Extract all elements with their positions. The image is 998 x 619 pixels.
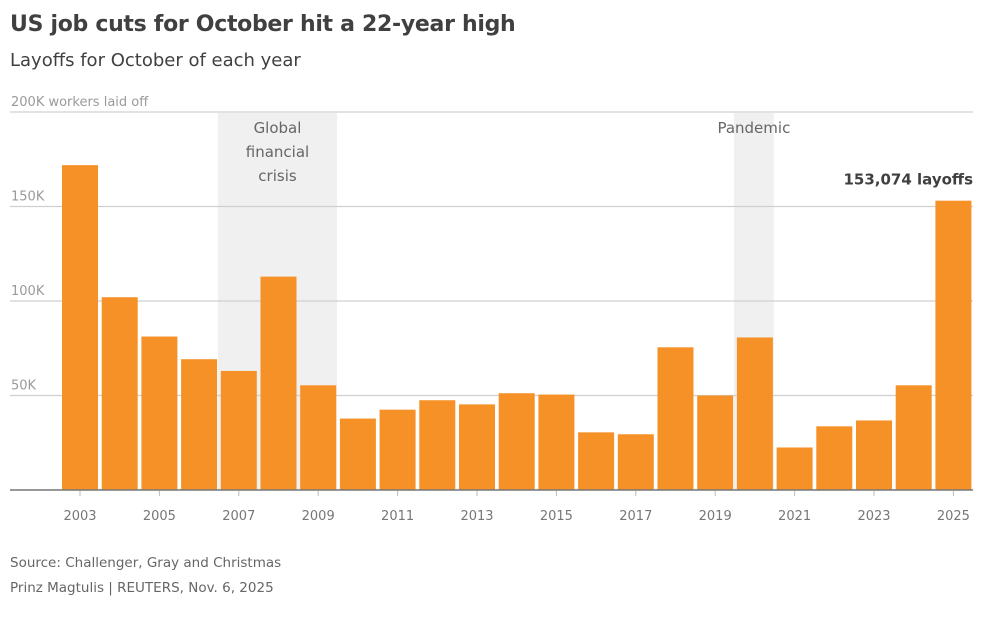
y-tick-label: 150K	[11, 190, 45, 205]
bar-2014	[498, 393, 535, 490]
shaded-period-label: financial	[246, 143, 309, 161]
bar-2008	[260, 276, 297, 490]
source-note: Source: Challenger, Gray and Christmas	[10, 555, 282, 571]
credit-line: Prinz Magtulis | REUTERS, Nov. 6, 2025	[10, 580, 274, 596]
bar-2025	[935, 200, 972, 491]
x-tick-label: 2015	[540, 509, 573, 524]
bar-2006	[181, 359, 218, 490]
bar-2016	[578, 432, 615, 490]
x-tick-label: 2021	[778, 509, 811, 524]
bar-2007	[220, 370, 257, 490]
bar-2013	[459, 404, 495, 490]
bar-2022	[816, 426, 853, 490]
bar-2005	[141, 336, 178, 490]
bar-2019	[697, 395, 734, 490]
x-tick-label: 2023	[857, 509, 890, 524]
y-tick-label: 50K	[11, 379, 37, 394]
bar-2020	[736, 337, 773, 490]
x-tick-label: 2013	[460, 509, 493, 524]
y-tick-label: 100K	[11, 284, 45, 299]
bars	[62, 165, 972, 491]
x-tick-label: 2009	[302, 509, 335, 524]
bar-2004	[101, 297, 138, 490]
x-tick-label: 2005	[143, 509, 176, 524]
bar-2010	[339, 418, 376, 490]
bar-2024	[895, 385, 932, 490]
bar-2021	[776, 447, 813, 490]
chart-title: US job cuts for October hit a 22-year hi…	[10, 12, 516, 37]
bar-2012	[419, 400, 456, 490]
x-tick-label: 2019	[699, 509, 732, 524]
x-tick-label: 2003	[63, 509, 96, 524]
bar-2003	[62, 165, 98, 490]
bar-2011	[379, 409, 416, 490]
value-annotation: 153,074 layoffs	[843, 171, 973, 189]
shaded-period-label: crisis	[258, 167, 297, 185]
shaded-period-label: Pandemic	[717, 119, 790, 137]
x-tick-label: 2011	[381, 509, 414, 524]
bar-2023	[856, 420, 892, 490]
x-tick-label: 2007	[222, 509, 255, 524]
bar-2018	[657, 347, 694, 490]
bar-2009	[300, 385, 337, 490]
x-tick-label: 2025	[937, 509, 970, 524]
shaded-period-label: Global	[254, 119, 302, 137]
bar-2015	[538, 394, 575, 490]
x-tick-label: 2017	[619, 509, 652, 524]
chart-subtitle: Layoffs for October of each year	[10, 50, 301, 71]
annotations: 153,074 layoffs	[843, 171, 973, 189]
y-tick-label: 200K workers laid off	[11, 95, 149, 110]
bar-2017	[617, 434, 654, 490]
x-axis: 2003 2005 2007 2009 2011 2013 2015 2017 2019 2021…	[10, 489, 973, 524]
